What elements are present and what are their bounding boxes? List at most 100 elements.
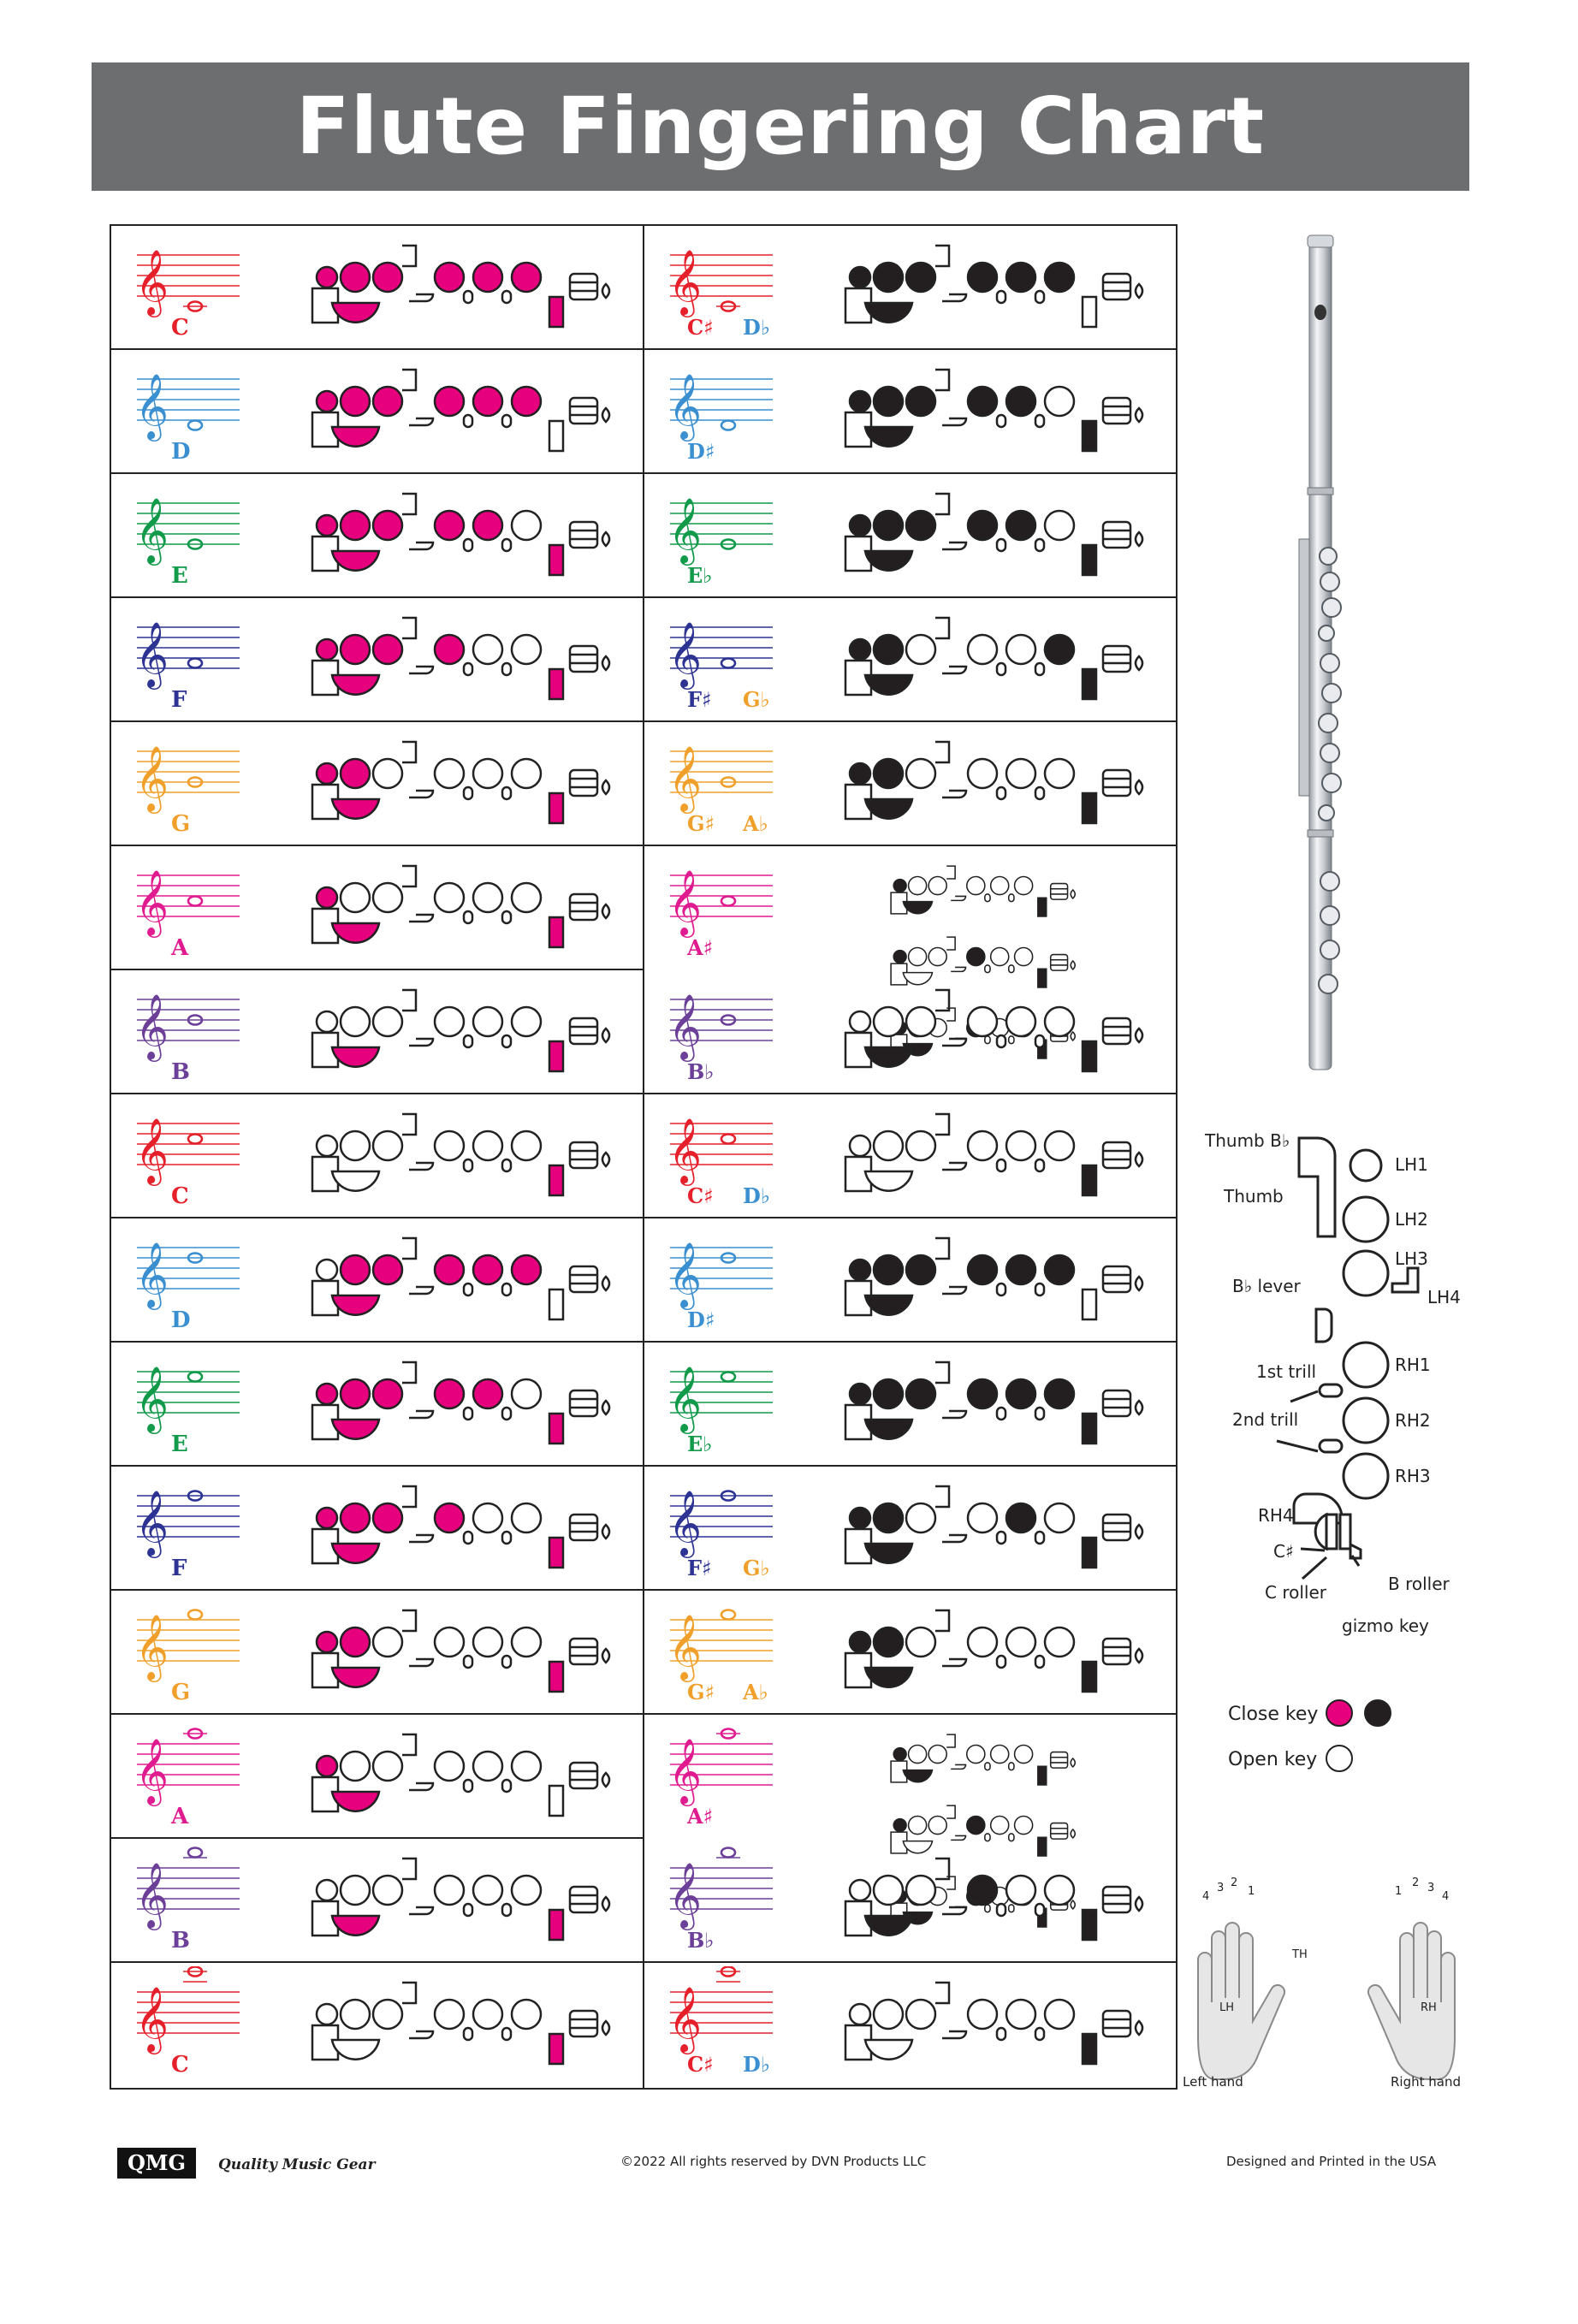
fingering-diagram bbox=[311, 1485, 611, 1569]
treble-clef: 𝄞 bbox=[668, 1118, 702, 1186]
thumb-key bbox=[863, 797, 914, 820]
gizmo-key bbox=[1134, 406, 1144, 424]
trill2-key bbox=[1034, 1654, 1046, 1669]
rh2-key bbox=[472, 509, 504, 542]
staff-wrapper: 𝄞 bbox=[661, 602, 781, 717]
trill1-key bbox=[995, 1034, 1007, 1049]
rh1-key bbox=[1342, 1341, 1390, 1389]
treble-clef: 𝄞 bbox=[668, 249, 702, 317]
title-banner: Flute Fingering Chart bbox=[92, 62, 1469, 191]
lh4-key bbox=[402, 1361, 418, 1384]
bb-lever-key bbox=[942, 541, 968, 551]
rh3-key bbox=[1043, 1998, 1076, 2031]
gizmo-key bbox=[1349, 1542, 1362, 1560]
treble-clef: 𝄞 bbox=[668, 745, 702, 814]
gizmo-key bbox=[601, 1771, 611, 1788]
rh1-key bbox=[966, 1874, 999, 1906]
rh4-key bbox=[1037, 968, 1047, 988]
foot-rollers bbox=[568, 1761, 599, 1790]
fingering-wrapper bbox=[841, 738, 1166, 836]
lh3-key bbox=[371, 1005, 404, 1038]
fingering-wrapper bbox=[841, 365, 1166, 464]
lh4-key bbox=[935, 244, 951, 268]
trill1-key bbox=[462, 289, 474, 305]
lh3-key bbox=[928, 875, 947, 896]
lh1-key bbox=[315, 1754, 339, 1778]
rh3-key bbox=[1043, 1129, 1076, 1162]
lh1-key bbox=[893, 878, 907, 893]
fingering-wrapper bbox=[308, 1482, 633, 1580]
lh1-key bbox=[315, 1382, 339, 1406]
rh2-key bbox=[1005, 1502, 1037, 1534]
staff-wrapper: 𝄞 bbox=[128, 1346, 248, 1461]
thumb-key bbox=[330, 673, 381, 696]
lh2-key bbox=[907, 1815, 928, 1835]
rh4-key bbox=[548, 2032, 565, 2066]
label-trill1: 1st trill bbox=[1256, 1361, 1316, 1382]
trill1-key bbox=[1318, 1383, 1344, 1398]
thumb-key bbox=[330, 1294, 381, 1316]
thumb-bb-key bbox=[890, 1831, 908, 1854]
bb-lever-key bbox=[951, 895, 967, 902]
lh2-key bbox=[339, 1005, 371, 1038]
rh2-key bbox=[1005, 633, 1037, 666]
lh2-key bbox=[872, 1874, 905, 1906]
music-staff: 𝄞 bbox=[668, 1965, 773, 2054]
qmg-logo-text: QMG bbox=[128, 2150, 186, 2175]
note-label: C♯ bbox=[687, 2052, 714, 2077]
rh3-key bbox=[510, 633, 543, 666]
rh3-key bbox=[1043, 385, 1076, 418]
lh1-key bbox=[893, 950, 907, 964]
lh1-key bbox=[315, 389, 339, 413]
foot-rollers bbox=[1101, 1141, 1132, 1170]
lh2-key bbox=[339, 1750, 371, 1782]
lh1-key bbox=[848, 1134, 872, 1158]
rh1-key bbox=[966, 633, 999, 666]
fingering-row: 𝄞 A bbox=[111, 846, 643, 970]
whole-note bbox=[187, 1490, 204, 1502]
music-staff: 𝄞 bbox=[668, 373, 773, 442]
copyright: ©2022 All rights reserved by DVN Product… bbox=[620, 2154, 927, 2169]
rh4-key bbox=[548, 1660, 565, 1693]
treble-clef: 𝄞 bbox=[135, 1862, 169, 1930]
lh4-key bbox=[402, 1981, 418, 2005]
note-label: G♭ bbox=[743, 1556, 770, 1580]
trill2-key bbox=[1034, 413, 1046, 429]
foot-rollers bbox=[1101, 2009, 1132, 2038]
label-c-sharp: C♯ bbox=[1273, 1541, 1294, 1562]
trill2-key bbox=[1007, 1762, 1015, 1771]
lh2-key bbox=[339, 1254, 371, 1286]
bb-lever-key bbox=[942, 1161, 968, 1171]
trill1-key bbox=[984, 1762, 991, 1771]
lh4-key bbox=[946, 1007, 956, 1023]
rh4-key bbox=[1081, 543, 1098, 577]
right-finger-4: 4 bbox=[1442, 1890, 1449, 1903]
treble-clef: 𝄞 bbox=[135, 497, 169, 566]
lh3-key bbox=[905, 757, 937, 790]
gizmo-key bbox=[1134, 531, 1144, 548]
music-staff: 𝄞 bbox=[135, 1609, 240, 1682]
rh1-key bbox=[966, 1254, 999, 1286]
gizmo-key bbox=[601, 1275, 611, 1292]
rh4-key bbox=[548, 916, 565, 949]
treble-clef: 𝄞 bbox=[135, 869, 169, 938]
treble-clef: 𝄞 bbox=[668, 1614, 702, 1682]
fingering-row: 𝄞 G bbox=[111, 722, 643, 846]
left-finger-2: 2 bbox=[1231, 1876, 1237, 1889]
thumb-key bbox=[330, 301, 381, 323]
fingering-diagram bbox=[311, 368, 611, 453]
trill1-key bbox=[462, 910, 474, 925]
lh1-key bbox=[315, 265, 339, 289]
thumb-bb-key bbox=[844, 1651, 873, 1689]
music-staff: 𝄞 bbox=[668, 1728, 773, 1806]
gizmo-key bbox=[601, 903, 611, 920]
lh1-key bbox=[848, 637, 872, 661]
gizmo-key bbox=[1134, 2019, 1144, 2036]
rh2-key bbox=[1005, 1874, 1037, 1906]
thumb-bb-key bbox=[311, 907, 340, 945]
rh2-key bbox=[1005, 1005, 1037, 1038]
thumb-bb-key bbox=[311, 535, 340, 572]
lh-palm-label: LH bbox=[1219, 2001, 1234, 2014]
note-label: D♭ bbox=[743, 2052, 771, 2077]
bb-lever-key bbox=[942, 2030, 968, 2040]
